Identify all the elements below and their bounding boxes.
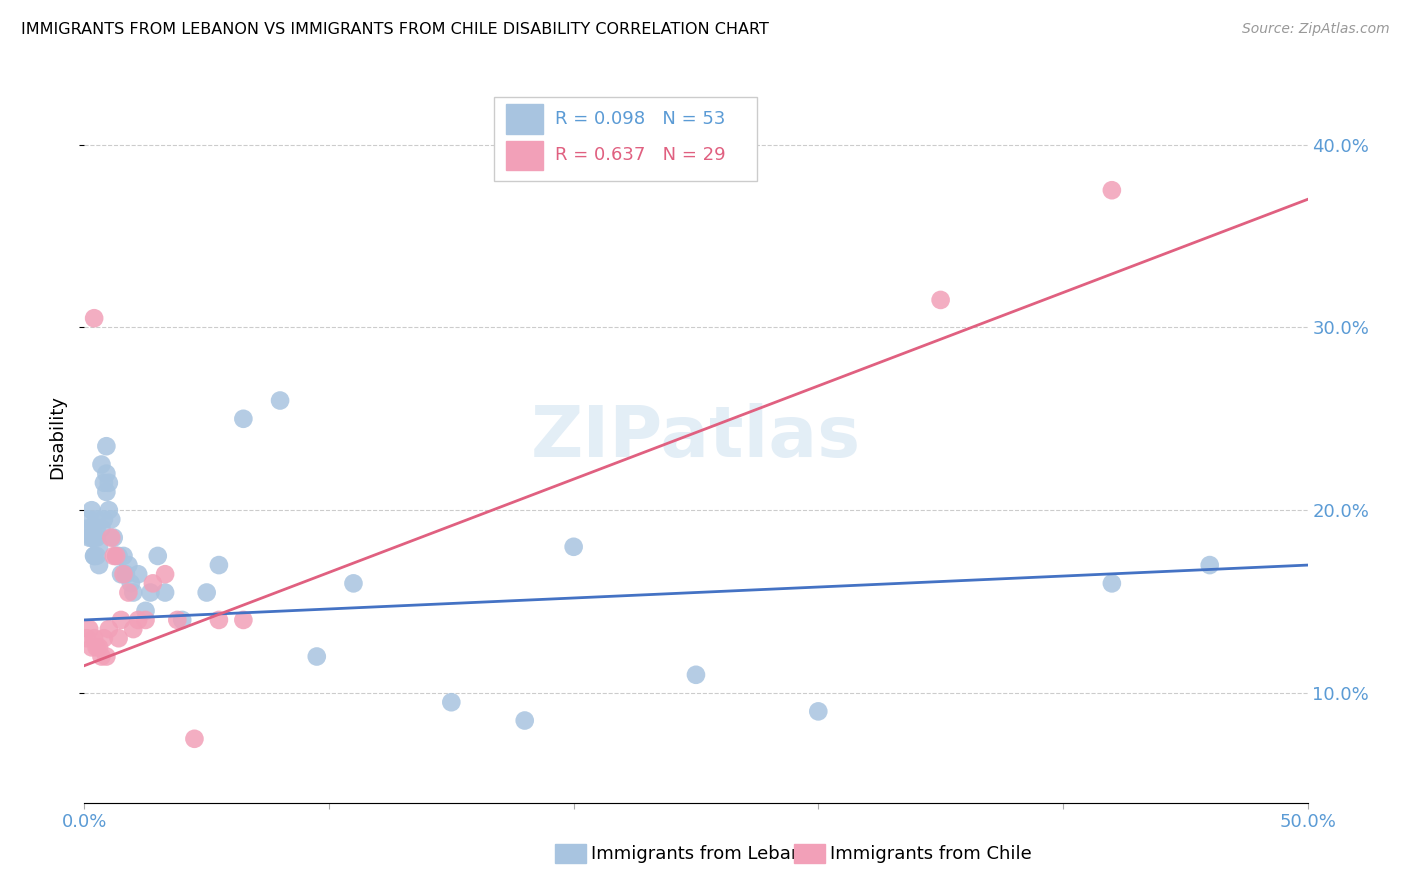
Point (86, 531, 108, 545)
Point (103, 531, 125, 545)
Point (112, 549, 135, 563)
Point (105, 549, 128, 563)
Point (93, 512, 115, 526)
Point (135, 604, 157, 618)
Point (86, 512, 108, 526)
Text: IMMIGRANTS FROM LEBANON VS IMMIGRANTS FROM CHILE DISABILITY CORRELATION CHART: IMMIGRANTS FROM LEBANON VS IMMIGRANTS FR… (21, 22, 769, 37)
Point (513, 714, 536, 728)
Point (86, 521, 108, 535)
Point (1101, 183, 1123, 197)
Point (83, 632, 105, 646)
Point (195, 585, 218, 599)
Point (83, 549, 105, 563)
Point (80, 521, 103, 535)
Point (97, 503, 120, 517)
Point (142, 576, 165, 591)
Point (103, 549, 125, 563)
Point (97, 622, 120, 636)
Text: Immigrants from Lebanon: Immigrants from Lebanon (591, 845, 824, 863)
Point (83, 311, 105, 326)
Point (807, 705, 830, 719)
Point (100, 512, 122, 526)
Point (80, 640, 103, 655)
Point (135, 613, 157, 627)
Point (90, 649, 112, 664)
Point (1198, 558, 1220, 573)
Point (76, 521, 98, 535)
Point (139, 585, 162, 599)
Point (120, 576, 142, 591)
Point (305, 649, 328, 664)
Point (929, 293, 952, 307)
Point (153, 585, 176, 599)
Point (86, 549, 108, 563)
Point (166, 613, 188, 627)
Point (87, 640, 110, 655)
Point (90, 458, 112, 472)
Point (127, 613, 149, 627)
Point (172, 613, 194, 627)
Point (93, 475, 115, 490)
Point (76, 632, 98, 646)
Point (232, 412, 254, 426)
FancyBboxPatch shape (494, 97, 758, 181)
Point (105, 549, 128, 563)
Point (146, 549, 169, 563)
Point (87, 540, 110, 554)
Point (117, 558, 139, 573)
Point (122, 585, 145, 599)
Point (342, 576, 364, 591)
Point (117, 585, 139, 599)
Y-axis label: Disability: Disability (48, 395, 66, 479)
Point (86, 640, 108, 655)
Point (232, 613, 254, 627)
Point (1101, 576, 1123, 591)
Point (440, 695, 463, 709)
Point (107, 549, 129, 563)
Point (122, 622, 145, 636)
Text: R = 0.098   N = 53: R = 0.098 N = 53 (555, 110, 725, 128)
Point (562, 540, 585, 554)
Text: R = 0.637   N = 29: R = 0.637 N = 29 (555, 146, 725, 164)
Point (83, 531, 105, 545)
Point (269, 393, 291, 408)
Point (100, 531, 122, 545)
Bar (506, 141, 543, 170)
Point (208, 613, 231, 627)
Point (96, 467, 118, 481)
Point (96, 649, 118, 664)
Point (87, 558, 110, 573)
Point (90, 521, 112, 535)
Point (115, 567, 138, 582)
Point (83, 549, 105, 563)
Text: Source: ZipAtlas.com: Source: ZipAtlas.com (1241, 22, 1389, 37)
Point (93, 632, 115, 646)
Text: Immigrants from Chile: Immigrants from Chile (830, 845, 1031, 863)
Point (127, 567, 149, 582)
Point (80, 531, 103, 545)
Point (112, 567, 135, 582)
Bar (506, 104, 543, 134)
Point (685, 667, 707, 681)
Point (183, 731, 205, 746)
Point (80, 503, 103, 517)
Point (107, 632, 129, 646)
Point (110, 613, 132, 627)
Point (96, 439, 118, 453)
Point (153, 567, 176, 582)
Point (77, 531, 100, 545)
Point (97, 475, 120, 490)
Text: ZIPatlas: ZIPatlas (531, 402, 860, 472)
Point (208, 558, 231, 573)
Point (96, 485, 118, 500)
Point (110, 567, 132, 582)
Point (77, 622, 100, 636)
Point (77, 512, 100, 526)
